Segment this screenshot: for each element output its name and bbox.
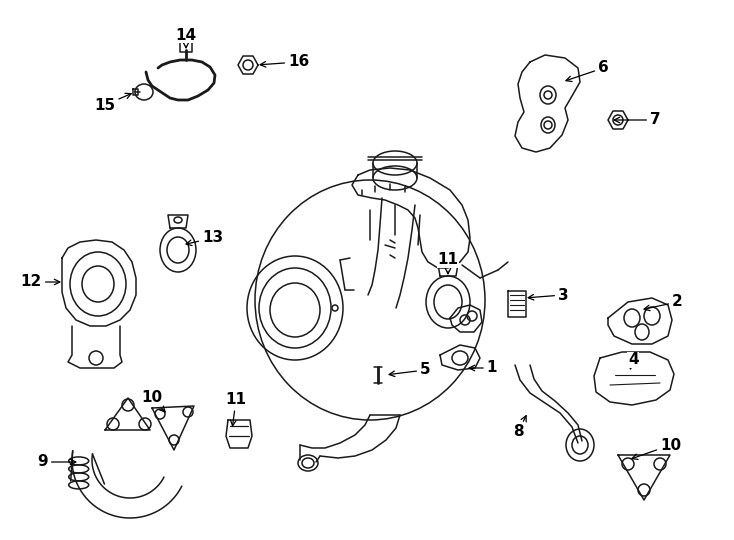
Text: 13: 13 bbox=[186, 231, 223, 246]
Text: 9: 9 bbox=[37, 455, 76, 469]
Text: 3: 3 bbox=[528, 287, 569, 302]
Text: 10: 10 bbox=[632, 437, 681, 460]
Text: 4: 4 bbox=[628, 353, 639, 369]
Text: 10: 10 bbox=[142, 390, 165, 412]
Text: 2: 2 bbox=[644, 294, 683, 310]
Text: 15: 15 bbox=[95, 93, 131, 112]
Text: 11: 11 bbox=[225, 393, 247, 426]
Text: 14: 14 bbox=[175, 28, 197, 48]
Text: 12: 12 bbox=[21, 274, 60, 289]
Text: 5: 5 bbox=[389, 362, 431, 377]
Text: 7: 7 bbox=[614, 112, 661, 127]
Text: 11: 11 bbox=[437, 253, 459, 274]
Text: 1: 1 bbox=[469, 361, 497, 375]
Text: 6: 6 bbox=[566, 60, 608, 82]
Text: 16: 16 bbox=[260, 55, 309, 70]
Text: 8: 8 bbox=[512, 416, 526, 440]
